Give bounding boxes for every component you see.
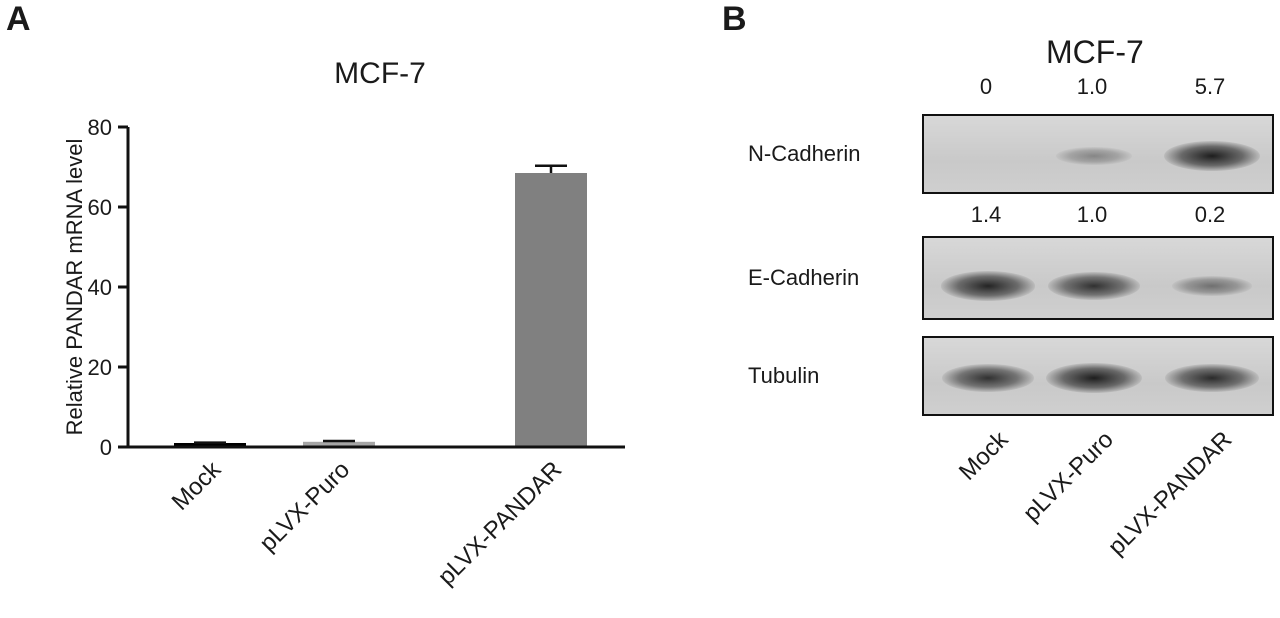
protein-band xyxy=(1165,363,1259,393)
band-quantification: 0 xyxy=(979,74,993,99)
y-tick-label: 20 xyxy=(88,355,112,380)
band-quantification: 5.7 xyxy=(1194,74,1226,99)
bar xyxy=(303,441,375,447)
y-tick-label: 40 xyxy=(88,275,112,300)
blot-membrane xyxy=(922,336,1274,416)
x-tick-label: pLVX-Puro xyxy=(254,456,355,557)
protein-band xyxy=(1055,146,1133,166)
lane-label: Mock xyxy=(953,426,1014,486)
bar xyxy=(174,443,246,447)
band-quantification: 1.4 xyxy=(970,202,1002,227)
blot-membrane xyxy=(922,236,1274,320)
blot-row-label: N-Cadherin xyxy=(748,141,861,166)
protein-band xyxy=(1164,141,1260,171)
protein-band xyxy=(940,271,1036,301)
panel-a-letter: A xyxy=(6,0,31,38)
lane-label: pLVX-PANDAR xyxy=(1102,426,1238,561)
bar xyxy=(515,173,587,447)
lane-label: pLVX-Puro xyxy=(1018,426,1120,527)
blot-row-label: Tubulin xyxy=(748,363,820,388)
blot-title: MCF-7 xyxy=(1046,34,1144,70)
y-tick-label: 0 xyxy=(100,435,112,460)
protein-band xyxy=(1046,363,1142,393)
protein-band xyxy=(1171,275,1253,297)
band-quantification: 1.0 xyxy=(1076,202,1108,227)
blot-row-label: E-Cadherin xyxy=(748,265,860,290)
protein-band xyxy=(1047,272,1141,300)
y-tick-label: 80 xyxy=(88,115,112,140)
chart-title: MCF-7 xyxy=(334,57,426,90)
y-axis-label: Relative PANDAR mRNA level xyxy=(62,139,87,436)
blot-membrane xyxy=(922,114,1274,194)
protein-band xyxy=(941,364,1035,392)
panel-b-letter: B xyxy=(722,0,747,38)
x-tick-label: Mock xyxy=(167,455,227,515)
y-tick-label: 60 xyxy=(88,195,112,220)
panel-a-bar-chart: MCF-7 Relative PANDAR mRNA level 0 20 40 60… xyxy=(62,57,625,591)
x-tick-label: pLVX-PANDAR xyxy=(433,456,567,590)
band-quantification: 0.2 xyxy=(1194,202,1226,227)
band-quantification: 1.0 xyxy=(1076,74,1108,99)
